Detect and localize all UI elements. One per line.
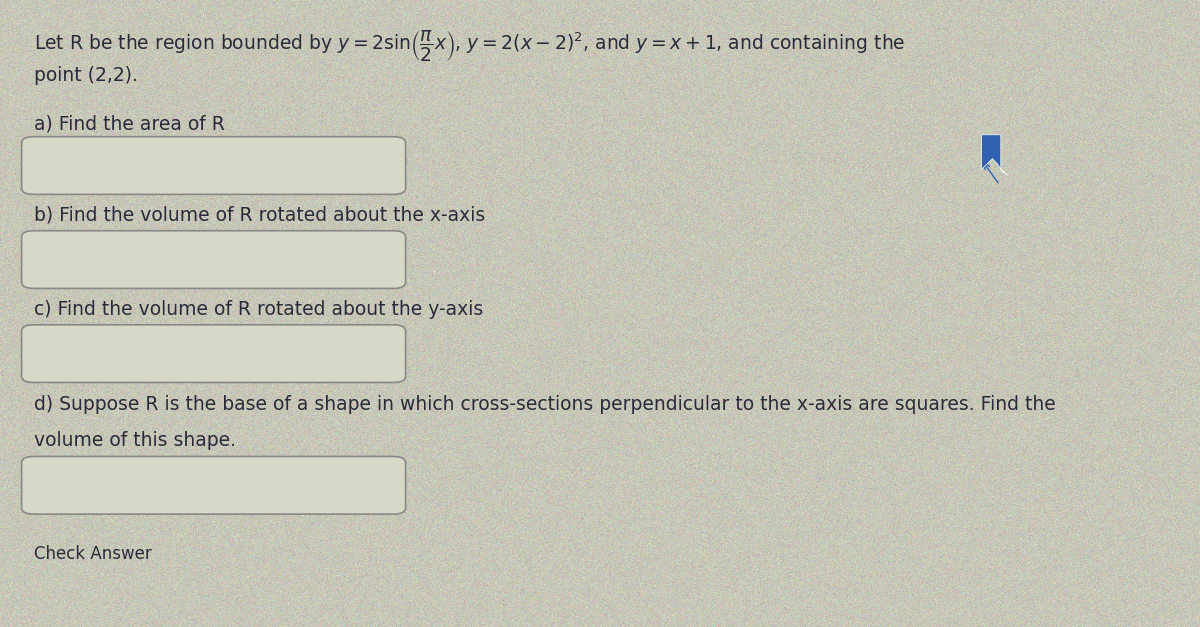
Polygon shape — [982, 135, 1008, 176]
FancyBboxPatch shape — [22, 231, 406, 288]
Text: volume of this shape.: volume of this shape. — [34, 431, 235, 450]
Text: point (2,2).: point (2,2). — [34, 66, 138, 85]
Text: Let R be the region bounded by $y = 2\sin\!\left(\dfrac{\pi}{2}x\right)$, $y = 2: Let R be the region bounded by $y = 2\si… — [34, 28, 905, 63]
FancyBboxPatch shape — [22, 456, 406, 514]
Text: b) Find the volume of R rotated about the x-axis: b) Find the volume of R rotated about th… — [34, 206, 485, 224]
Text: d) Suppose R is the base of a shape in which cross-sections perpendicular to the: d) Suppose R is the base of a shape in w… — [34, 395, 1055, 414]
FancyBboxPatch shape — [22, 137, 406, 194]
Text: Check Answer: Check Answer — [34, 545, 151, 564]
Text: c) Find the volume of R rotated about the y-axis: c) Find the volume of R rotated about th… — [34, 300, 482, 319]
FancyBboxPatch shape — [22, 325, 406, 382]
Text: a) Find the area of R: a) Find the area of R — [34, 114, 224, 133]
